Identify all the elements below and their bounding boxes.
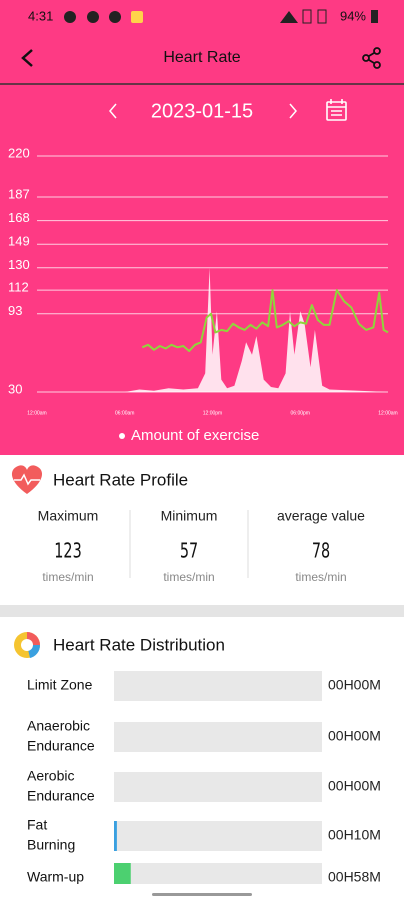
- distribution-icon-hole: [21, 639, 33, 651]
- zone-track: [114, 772, 322, 802]
- y-tick-label: 168: [8, 210, 30, 225]
- zone-time: 00H00M: [328, 778, 381, 794]
- zone-time: 00H00M: [328, 728, 381, 744]
- stats: Maximum 123 times/min Minimum 57 times/min ave…: [38, 508, 366, 584]
- heart-rate-line: [141, 289, 389, 352]
- back-button[interactable]: [21, 49, 33, 67]
- status-battery: 94%: [340, 8, 366, 23]
- zone-bar: [114, 821, 117, 851]
- zone-track: [114, 821, 322, 851]
- zone-track: [114, 671, 322, 701]
- zone-label: Aerobic: [27, 768, 74, 784]
- zone-label: Warm-up: [27, 869, 84, 885]
- zone-time: 00H58M: [328, 869, 381, 885]
- y-tick-label: 112: [8, 280, 29, 295]
- x-tick-label: 06:00am: [115, 410, 134, 416]
- zone-track: [114, 722, 322, 752]
- profile-title: Heart Rate Profile: [53, 470, 188, 489]
- legend-label: Amount of exercise: [131, 427, 259, 444]
- y-tick-label: 187: [8, 186, 30, 201]
- distribution-rows: Limit Zone 00H00M Anaerobic Endurance 00H00M…: [27, 671, 381, 893]
- legend-dot: [119, 433, 125, 439]
- zone-label: Anaerobic: [27, 718, 90, 734]
- nav-bar: [0, 884, 404, 900]
- zone-time: 00H00M: [328, 677, 381, 693]
- y-tick-label: 130: [8, 257, 30, 272]
- zone-label: Endurance: [27, 788, 95, 804]
- header-background: [0, 0, 404, 455]
- x-tick-label: 12:00am: [27, 410, 46, 416]
- y-tick-label: 30: [8, 381, 22, 396]
- next-day[interactable]: [289, 103, 297, 119]
- stat-unit: times/min: [163, 570, 214, 584]
- status-icons: [64, 9, 378, 24]
- page-title: Heart Rate: [163, 49, 240, 66]
- section-gap: [0, 605, 404, 617]
- y-tick-label: 149: [8, 234, 30, 249]
- home-indicator[interactable]: [152, 893, 252, 896]
- stat-label: Maximum: [38, 508, 99, 524]
- distribution-title: Heart Rate Distribution: [53, 635, 225, 654]
- heart-rate-chart: 30 93 112 130 149 168 187 220 12:00am 06:00am 12:0…: [8, 145, 398, 416]
- stat-label: average value: [277, 508, 365, 524]
- x-tick-label: 12:00am: [378, 410, 397, 416]
- y-tick-label: 93: [8, 303, 22, 318]
- heart-icon: [11, 465, 43, 494]
- stat-label: Minimum: [161, 508, 218, 524]
- zone-label: Burning: [27, 837, 75, 853]
- zone-label: Fat: [27, 817, 47, 833]
- stat-value: 123: [54, 540, 81, 563]
- date-label: 2023-01-15: [151, 100, 253, 122]
- stat-unit: times/min: [42, 570, 93, 584]
- exercise-area: [124, 267, 389, 392]
- y-tick-label: 220: [8, 145, 30, 160]
- heart-icon-pulse: [14, 473, 40, 486]
- share-button[interactable]: [362, 47, 381, 69]
- zone-label: Limit Zone: [27, 677, 93, 693]
- x-tick-label: 12:00pm: [203, 410, 222, 416]
- zone-label: Endurance: [27, 738, 95, 754]
- calendar-button[interactable]: [326, 99, 347, 121]
- prev-day[interactable]: [109, 103, 117, 119]
- zone-time: 00H10M: [328, 827, 381, 843]
- status-time: 4:31: [28, 8, 53, 23]
- stat-value: 57: [180, 540, 198, 563]
- stat-unit: times/min: [295, 570, 346, 584]
- x-tick-label: 06:00pm: [291, 410, 310, 416]
- stat-value: 78: [312, 540, 330, 563]
